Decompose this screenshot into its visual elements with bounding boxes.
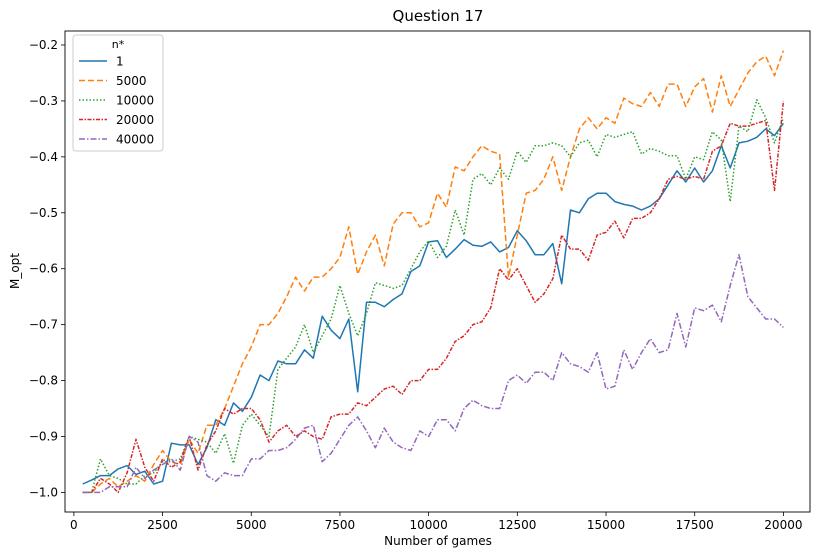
legend-label-1: 1 (116, 55, 124, 69)
legend-label-10000: 10000 (116, 94, 154, 108)
y-tick-label: −0.4 (29, 150, 58, 164)
legend-label-5000: 5000 (116, 74, 147, 88)
series-line-1 (82, 122, 785, 485)
legend-title: n* (112, 38, 125, 51)
y-tick-label: −0.6 (29, 262, 58, 276)
x-tick-label: 17500 (676, 518, 714, 532)
y-tick-label: −0.5 (29, 206, 58, 220)
x-tick-label: 10000 (410, 518, 448, 532)
legend-label-40000: 40000 (116, 133, 154, 147)
series-line-40000 (82, 253, 784, 494)
y-tick-label: −0.7 (29, 318, 58, 332)
plot-area (64, 30, 811, 513)
y-tick-label: −0.8 (29, 374, 58, 388)
plot-frame (64, 30, 811, 513)
legend-entries: 1 5000 10000 20000 40000 (79, 55, 154, 147)
x-tick-label: 2500 (147, 518, 178, 532)
x-tick-label: 7500 (325, 518, 356, 532)
legend: n* 1 5000 10000 20000 40000 (72, 34, 164, 152)
x-tick-label: 0 (70, 518, 78, 532)
x-axis-ticks: 0 2500 5000 7500 10000 12500 15000 17500 20000 (70, 512, 802, 532)
legend-label-20000: 20000 (116, 113, 154, 127)
series-line-10000 (82, 99, 785, 494)
series-line-20000 (82, 100, 785, 494)
x-axis-label: Number of games (384, 534, 492, 548)
y-tick-label: −0.3 (29, 94, 58, 108)
y-axis-label: M_opt (8, 253, 22, 289)
legend-box (72, 34, 164, 152)
series-layer (82, 50, 785, 494)
x-tick-label: 15000 (587, 518, 625, 532)
x-tick-label: 12500 (498, 518, 536, 532)
y-axis-ticks: −1.0 −0.9 −0.8 −0.7 −0.6 −0.5 −0.4 −0.3 −0.2 (29, 38, 65, 499)
y-tick-label: −0.9 (29, 429, 58, 443)
y-tick-label: −1.0 (29, 485, 58, 499)
x-tick-label: 20000 (764, 518, 802, 532)
y-tick-label: −0.2 (29, 38, 58, 52)
chart-title: Question 17 (393, 7, 484, 25)
x-tick-label: 5000 (236, 518, 267, 532)
